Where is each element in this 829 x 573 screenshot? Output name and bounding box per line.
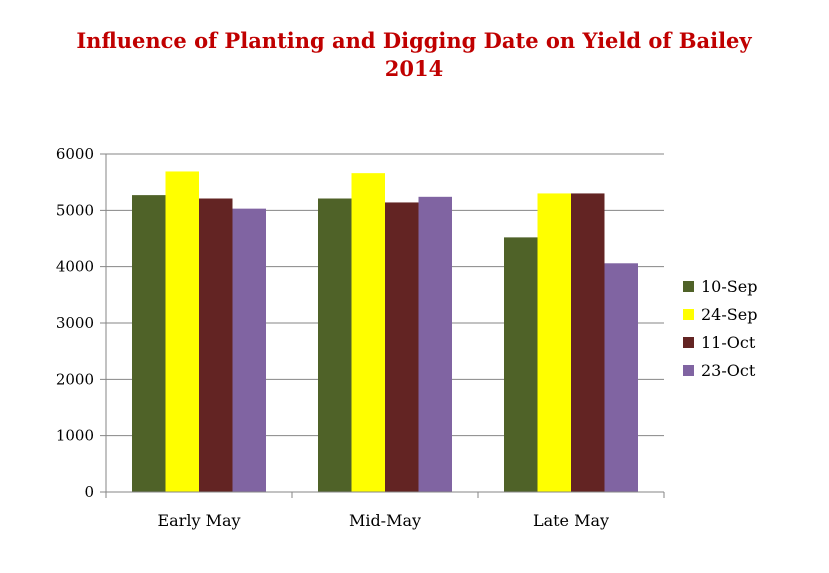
- bar-11-oct-late-may: [571, 193, 605, 492]
- legend-swatch: [683, 365, 694, 376]
- y-tick-label: 2000: [56, 370, 94, 388]
- legend-label: 11-Oct: [701, 333, 756, 352]
- bars: [132, 171, 638, 493]
- y-tick-label: 3000: [56, 314, 94, 332]
- legend-label: 23-Oct: [701, 361, 756, 380]
- x-axis: Early May Mid-May Late May: [105, 491, 665, 530]
- bar-23-oct-early-may: [232, 208, 266, 493]
- legend: 10-Sep 24-Sep 11-Oct 23-Oct: [683, 277, 757, 380]
- y-axis-ticks: 0 1000 2000 3000 4000 5000 6000: [56, 145, 94, 501]
- chart-title: Influence of Planting and Digging Date o…: [76, 28, 752, 53]
- bar-10-sep-mid-may: [318, 198, 352, 492]
- legend-label: 24-Sep: [701, 305, 757, 324]
- x-category-label: Late May: [533, 511, 609, 530]
- y-tick-label: 4000: [56, 258, 94, 276]
- bar-23-oct-late-may: [604, 263, 638, 492]
- legend-swatch: [683, 337, 694, 348]
- bar-10-sep-early-may: [132, 195, 166, 492]
- y-tick-label: 0: [84, 483, 94, 501]
- bar-10-sep-late-may: [504, 237, 538, 492]
- chart-subtitle: 2014: [385, 56, 443, 81]
- bar-24-sep-early-may: [165, 171, 199, 493]
- bar-23-oct-mid-may: [418, 196, 452, 492]
- x-category-label: Early May: [157, 511, 240, 530]
- x-category-label: Mid-May: [349, 511, 421, 530]
- bar-11-oct-mid-may: [385, 202, 419, 493]
- bar-24-sep-late-may: [537, 193, 571, 492]
- y-tick-label: 6000: [56, 145, 94, 163]
- legend-label: 10-Sep: [701, 277, 757, 296]
- bar-24-sep-mid-may: [351, 173, 385, 493]
- legend-swatch: [683, 309, 694, 320]
- y-tick-label: 1000: [56, 427, 94, 445]
- bar-11-oct-early-may: [199, 198, 233, 492]
- y-tick-label: 5000: [56, 201, 94, 219]
- legend-swatch: [683, 281, 694, 292]
